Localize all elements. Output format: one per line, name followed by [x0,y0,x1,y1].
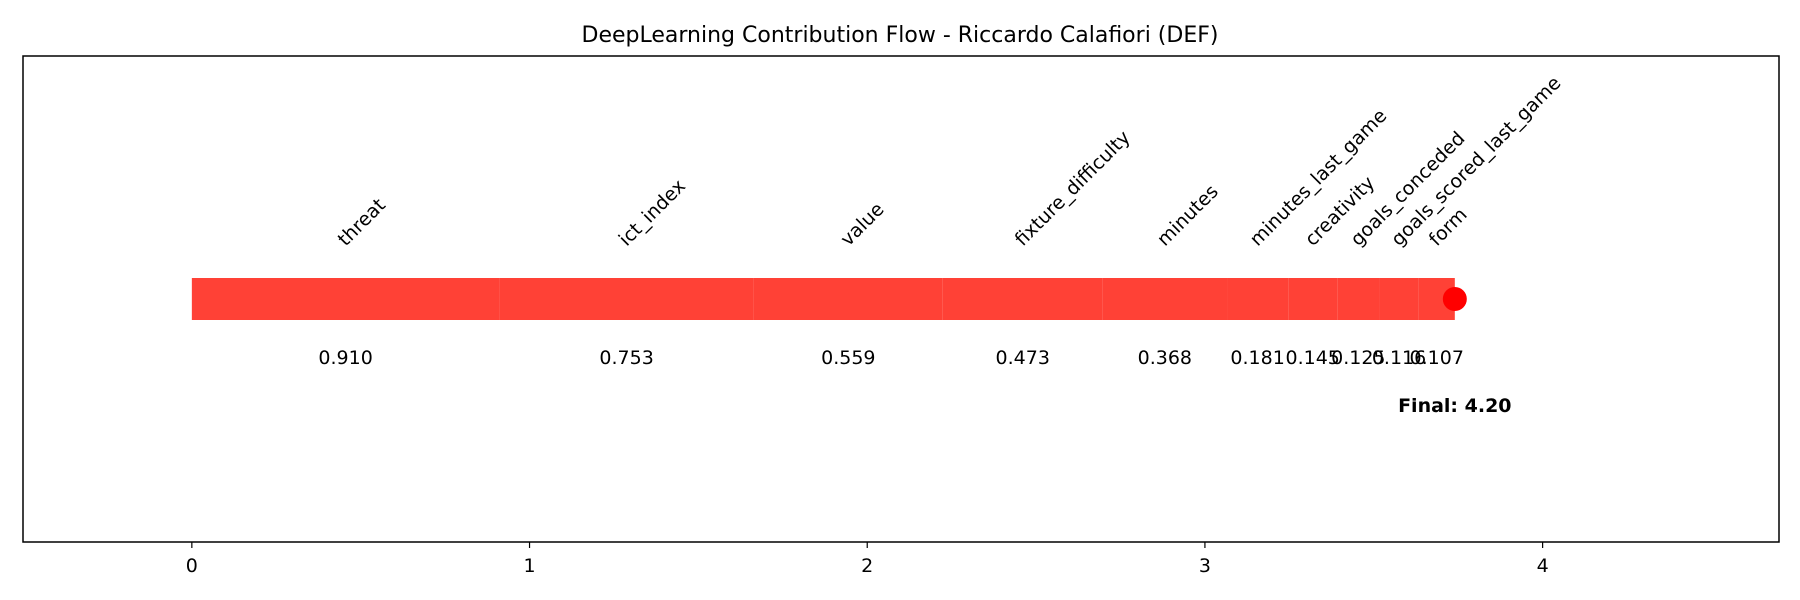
contribution-value-label: 0.181 [1230,347,1284,369]
feature-label: minutes [1153,181,1223,251]
x-axis-tick-label: 3 [1199,555,1211,577]
feature-label: fixture_difficulty [1011,126,1135,250]
chart-title: DeepLearning Contribution Flow - Riccard… [582,23,1219,48]
feature-label: value [836,198,888,250]
final-value-marker [1442,287,1467,311]
contribution-value-label: 0.145 [1285,347,1339,369]
contribution-segment [753,278,943,320]
contribution-value-label: 0.753 [599,347,653,369]
x-axis-tick-label: 1 [523,555,535,577]
contribution-segment [1379,278,1419,320]
contribution-value-label: 0.368 [1138,347,1192,369]
x-axis-tick-label: 2 [861,555,873,577]
contribution-segment [1227,278,1289,320]
contribution-segment [191,278,500,320]
contribution-segment [942,278,1103,320]
feature-label: ict_index [615,175,690,250]
contribution-value-label: 0.125 [1331,347,1385,369]
final-value-label: Final: 4.20 [1398,395,1511,417]
contribution-segment [499,278,754,320]
contribution-value-label: 0.473 [996,347,1050,369]
plot-area-frame [22,55,1780,543]
contribution-segment [1288,278,1338,320]
contribution-value-label: 0.116 [1372,347,1426,369]
contribution-segment [1337,278,1380,320]
contribution-value-label: 0.559 [821,347,875,369]
x-axis-tick-label: 0 [186,555,198,577]
contribution-value-label: 0.107 [1410,347,1464,369]
feature-label: goals_scored_last_game [1387,72,1565,250]
contribution-segment [1102,278,1228,320]
feature-label: threat [334,194,390,250]
x-axis-tick-label: 4 [1537,555,1549,577]
contribution-value-label: 0.910 [318,347,372,369]
